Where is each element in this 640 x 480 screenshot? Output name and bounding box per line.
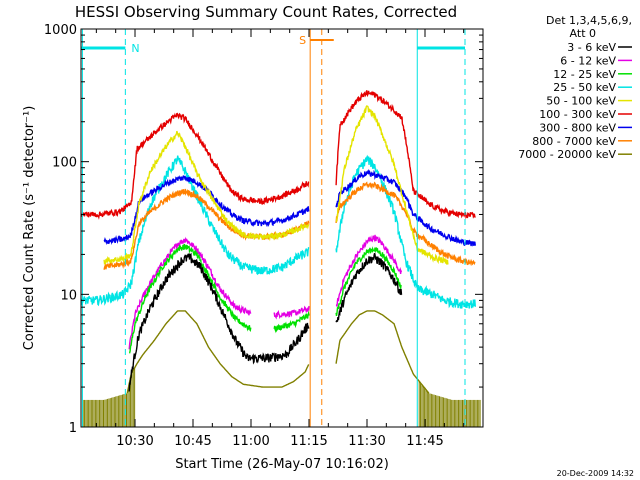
series-line — [335, 105, 449, 265]
legend-label: 800 - 7000 keV — [532, 135, 616, 148]
series-line — [128, 236, 252, 350]
y-tick-label: 100 — [52, 156, 77, 171]
series-line — [81, 155, 310, 307]
plot-frame — [80, 28, 484, 428]
series-line — [103, 130, 310, 266]
x-tick-label: 11:00 — [232, 434, 269, 449]
x-tick-label: 10:30 — [116, 434, 153, 449]
chart-title: HESSI Observing Summary Count Rates, Cor… — [75, 3, 457, 21]
annotation-layer: NS — [81, 29, 466, 427]
x-axis-label: Start Time (26-May-07 10:16:02) — [175, 457, 389, 472]
series-3-6-kev — [128, 252, 403, 392]
x-tick-label: 11:15 — [290, 434, 327, 449]
series-line — [335, 169, 476, 247]
series-line — [273, 310, 310, 334]
series-800-7000-kev — [103, 181, 476, 270]
legend-label: 6 - 12 keV — [560, 54, 616, 67]
series-100-300-kev — [81, 90, 476, 220]
series-line — [335, 234, 403, 307]
legend-header-line-2: Att 0 — [570, 27, 596, 40]
series-6-12-kev — [128, 234, 403, 350]
series-line — [128, 252, 310, 392]
legend-label: 7000 - 20000 keV — [518, 148, 616, 161]
y-axis-label: Corrected Count Rate (s⁻¹ detector⁻¹) — [22, 106, 37, 351]
series-12-25-kev — [129, 243, 402, 354]
legend-label: 3 - 6 keV — [567, 41, 616, 54]
series-line — [81, 112, 310, 220]
x-tick-label: 10:45 — [174, 434, 211, 449]
y-tick-label: 10 — [60, 288, 77, 303]
series-line — [335, 154, 476, 309]
series-line — [335, 310, 430, 394]
series-line — [103, 188, 310, 270]
x-tick-label: 11:30 — [348, 434, 385, 449]
series-7000-20000-kev — [82, 310, 481, 427]
legend-label: 25 - 50 keV — [553, 81, 616, 94]
y-tick-layer: 1 10 100 1000 — [44, 23, 483, 436]
series-line — [335, 252, 403, 323]
generated-timestamp: 20-Dec-2009 14:32 — [557, 469, 634, 478]
x-tick-layer: 10:30 10:45 11:00 11:15 11:30 11:45 — [95, 29, 465, 449]
x-tick-label: 11:45 — [406, 434, 443, 449]
legend-label: 50 - 100 keV — [546, 95, 616, 108]
legend-label: 100 - 300 keV — [539, 108, 616, 121]
y-tick-label: 1 — [69, 421, 77, 436]
series-line — [129, 243, 252, 354]
legend-label: 300 - 800 keV — [539, 121, 616, 134]
series-line — [126, 310, 310, 394]
night-marker-label: N — [131, 42, 139, 55]
legend-header-line-1: Det 1,3,4,5,6,9, — [546, 14, 632, 27]
series-line — [335, 246, 402, 317]
series-50-100-kev — [103, 105, 449, 266]
series-line — [335, 90, 476, 220]
legend-label: 12 - 25 keV — [553, 68, 616, 81]
series-line — [335, 181, 476, 266]
saa-marker-label: S — [299, 34, 306, 47]
series-line — [273, 305, 310, 320]
y-tick-label: 1000 — [44, 23, 77, 38]
data-layer — [81, 90, 481, 427]
